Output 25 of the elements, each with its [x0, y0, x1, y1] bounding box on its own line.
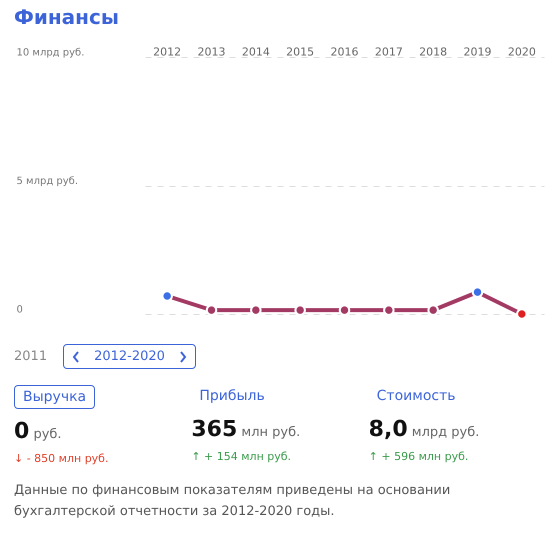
text: ↑ + 596 млн руб.	[368, 450, 468, 463]
y-tick-label: 5 млрд руб.	[16, 176, 78, 187]
x-tick-label: 2014	[242, 46, 270, 58]
y-tick-label: 10 млрд руб.	[16, 48, 84, 58]
text: 2011	[14, 349, 48, 364]
text: 0 руб.	[14, 419, 62, 444]
text: ↓ - 850 млн руб.	[14, 452, 108, 465]
x-tick-label: 2015	[286, 46, 314, 58]
text: ↑ + 154 млн руб.	[191, 450, 292, 463]
x-tick-label: 2018	[419, 46, 448, 58]
text: Стоимость	[376, 387, 456, 406]
text: 8,0 млрд руб.	[368, 417, 480, 442]
text: Выручка	[14, 385, 96, 409]
x-tick-label: 2020	[508, 46, 536, 58]
text: Прибыль	[198, 387, 266, 406]
x-tick-label: 2016	[330, 46, 358, 58]
text: 2012-2020	[94, 349, 165, 364]
chart-title: Финансы	[14, 5, 119, 29]
x-tick-label: 2017	[374, 46, 403, 58]
y-tick-label: 0	[16, 304, 23, 316]
text: Данные по финансовым показателям приведены на основании бухгалтерской отчетности за 2012-2020 годы.	[14, 482, 452, 521]
x-tick-label: 2013	[198, 46, 226, 58]
x-tick-label: 2019	[464, 46, 492, 58]
text: 365 млн руб.	[191, 417, 300, 442]
x-tick-label: 2012	[153, 46, 182, 58]
